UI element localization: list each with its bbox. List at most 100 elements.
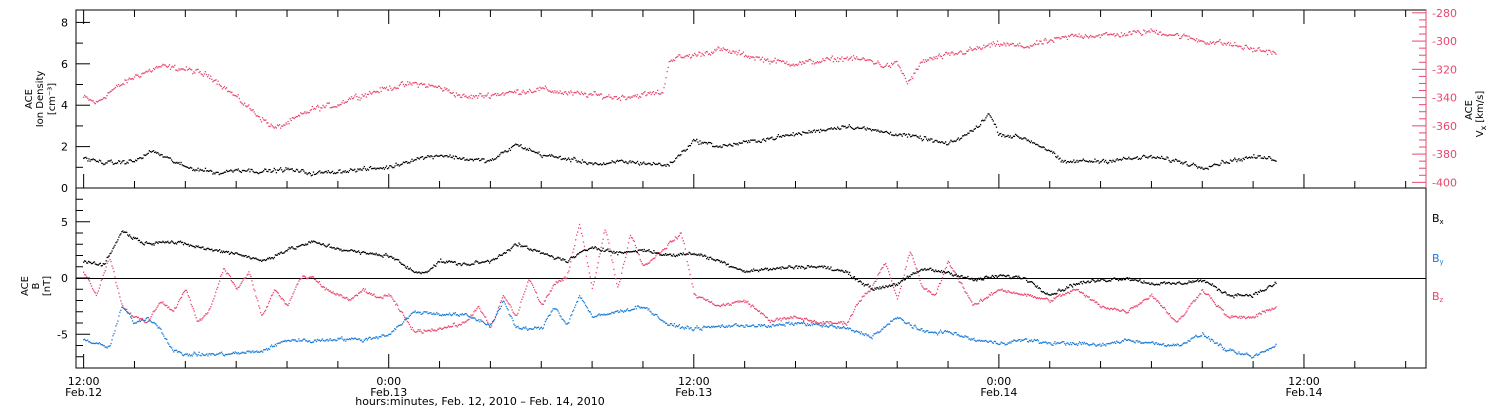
bz-point <box>632 239 635 242</box>
density-point <box>364 168 367 170</box>
density-point <box>1117 159 1119 161</box>
velocity-point <box>968 49 970 51</box>
velocity-point <box>1006 42 1008 44</box>
velocity-point <box>976 46 979 48</box>
bx-point <box>114 244 116 247</box>
by-point <box>1020 340 1022 343</box>
by-point <box>520 328 522 330</box>
velocity-point <box>821 60 823 63</box>
velocity-point <box>877 60 879 62</box>
density-point <box>703 141 705 143</box>
velocity-point <box>537 87 539 89</box>
bz-point <box>793 315 795 318</box>
by-point <box>930 331 932 334</box>
by-point <box>319 340 322 342</box>
velocity-point <box>126 82 128 84</box>
by-point <box>438 313 440 315</box>
density-point <box>627 162 629 165</box>
by-point <box>936 334 939 336</box>
density-point <box>284 169 286 171</box>
by-point <box>1016 340 1018 342</box>
density-point <box>642 162 644 164</box>
bz-point <box>973 303 975 306</box>
bz-point <box>413 330 415 332</box>
velocity-point <box>580 91 583 93</box>
bz-point <box>876 278 878 280</box>
by-point <box>979 339 981 341</box>
velocity-point <box>518 93 520 95</box>
bz-point <box>723 304 726 306</box>
by-point <box>285 340 287 343</box>
velocity-point <box>334 106 336 108</box>
by-point <box>518 327 520 329</box>
bz-point <box>1229 317 1231 319</box>
velocity-point <box>207 74 210 76</box>
bz-point <box>1131 307 1133 309</box>
velocity-point <box>691 54 694 56</box>
by-point <box>906 322 908 324</box>
by-point <box>1148 341 1150 344</box>
velocity-point <box>823 59 825 61</box>
by-point <box>794 322 796 325</box>
density-point <box>270 171 272 173</box>
density-point <box>602 162 605 164</box>
density-point <box>250 168 252 171</box>
velocity-point <box>251 109 253 112</box>
bz-point <box>696 297 698 299</box>
velocity-point <box>630 96 632 98</box>
density-point <box>1225 161 1227 163</box>
velocity-point <box>307 112 309 114</box>
velocity-point <box>107 92 109 94</box>
bz-point <box>664 248 666 250</box>
bz-point <box>349 299 351 301</box>
velocity-point <box>789 65 791 67</box>
velocity-point <box>345 101 347 103</box>
bz-point <box>490 325 493 327</box>
bz-point <box>86 276 89 279</box>
velocity-point <box>360 97 362 99</box>
density-point <box>97 161 100 163</box>
velocity-point <box>805 60 807 62</box>
density-point <box>497 155 499 157</box>
velocity-point <box>1099 36 1101 39</box>
velocity-point <box>656 89 659 92</box>
bz-point <box>170 309 172 311</box>
by-point <box>428 312 430 314</box>
by-point <box>895 318 898 320</box>
density-point <box>357 168 359 170</box>
bz-point <box>570 261 572 263</box>
velocity-point <box>646 94 648 96</box>
by-point <box>1247 353 1249 356</box>
velocity-point <box>1149 31 1151 33</box>
bz-point <box>1022 294 1024 296</box>
bz-point <box>826 320 828 323</box>
by-point <box>107 345 109 348</box>
density-point <box>767 137 769 139</box>
by-point <box>412 311 414 313</box>
bz-point <box>1020 294 1022 296</box>
by-point <box>102 344 104 347</box>
density-point <box>1099 161 1101 163</box>
by-point <box>810 322 813 324</box>
bz-point <box>263 312 265 314</box>
bz-point <box>274 289 277 292</box>
bz-point <box>241 281 243 283</box>
density-point <box>793 135 795 137</box>
bz-point <box>431 328 433 330</box>
by-point <box>258 351 260 353</box>
by-point <box>901 319 904 321</box>
by-point <box>1029 340 1032 342</box>
bz-point <box>157 305 159 307</box>
density-point <box>448 155 450 158</box>
by-point <box>395 328 397 331</box>
by-point <box>685 327 687 330</box>
velocity-point <box>795 63 797 66</box>
bz-point <box>218 280 221 282</box>
bz-point <box>661 250 663 253</box>
by-point <box>758 324 761 326</box>
bz-point <box>439 327 441 329</box>
bz-point <box>527 281 529 283</box>
by-point <box>993 340 995 343</box>
velocity-point <box>748 55 750 57</box>
density-point <box>617 160 620 163</box>
